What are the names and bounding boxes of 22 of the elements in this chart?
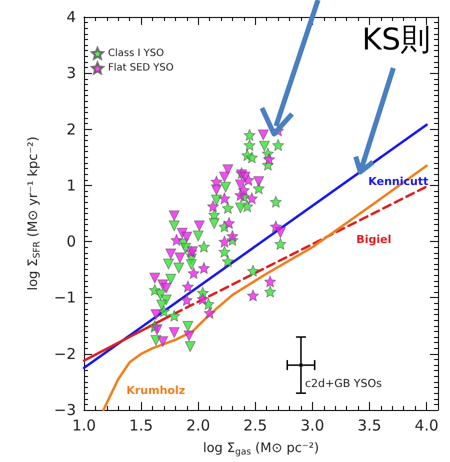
x-tick-label: 3.0 <box>300 416 324 434</box>
y-tick-label: 1 <box>66 176 76 194</box>
series-label: Krumholz <box>126 384 186 397</box>
annotation: KS則 <box>362 22 431 58</box>
y-tick-label: 0 <box>66 232 76 251</box>
x-tick-label: 2.5 <box>243 416 268 434</box>
x-tick-label: 4.0 <box>414 416 439 434</box>
y-tick-label: 2 <box>66 120 76 138</box>
y-tick-label: −1 <box>54 288 76 307</box>
series-label: c2d+GB YSOs <box>304 377 382 390</box>
legend-label: Flat SED YSO <box>108 62 174 74</box>
x-tick-label: 3.5 <box>358 416 382 434</box>
y-tick-label: 4 <box>66 8 76 26</box>
legend-label: Class I YSO <box>108 48 164 59</box>
y-tick-label: −3 <box>54 401 76 419</box>
x-tick-label: 1.5 <box>129 416 154 434</box>
x-tick-label: 2.0 <box>186 416 210 434</box>
y-tick-label: −2 <box>54 344 76 363</box>
y-tick-label: 3 <box>66 64 76 82</box>
x-tick-label: 1.0 <box>72 416 96 434</box>
y-axis-title: log ΣSFR (M⊙ yr⁻¹ kpc⁻²) <box>26 136 42 291</box>
series-label: Bigiel <box>356 233 392 246</box>
